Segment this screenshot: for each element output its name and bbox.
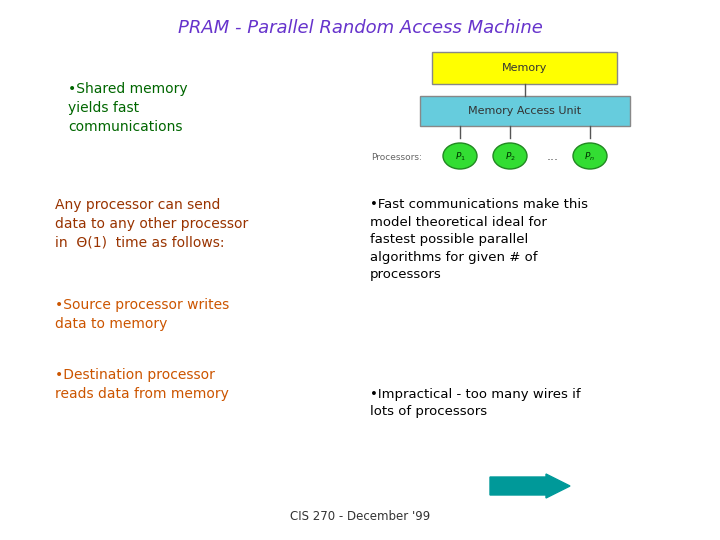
FancyArrow shape bbox=[490, 474, 570, 498]
Text: $P_2$: $P_2$ bbox=[505, 151, 516, 163]
Text: •Fast communications make this
model theoretical ideal for
fastest possible para: •Fast communications make this model the… bbox=[370, 198, 588, 281]
Text: •Shared memory
yields fast
communications: •Shared memory yields fast communication… bbox=[68, 82, 188, 134]
Text: $P_n$: $P_n$ bbox=[585, 151, 595, 163]
Ellipse shape bbox=[573, 143, 607, 169]
Text: CIS 270 - December '99: CIS 270 - December '99 bbox=[290, 510, 430, 523]
Ellipse shape bbox=[443, 143, 477, 169]
FancyBboxPatch shape bbox=[420, 96, 630, 126]
Text: Processors:: Processors: bbox=[371, 153, 422, 163]
Text: •Impractical - too many wires if
lots of processors: •Impractical - too many wires if lots of… bbox=[370, 388, 580, 418]
Text: •Source processor writes
data to memory: •Source processor writes data to memory bbox=[55, 298, 229, 331]
Text: $P_1$: $P_1$ bbox=[454, 151, 465, 163]
Text: ...: ... bbox=[547, 151, 559, 164]
Ellipse shape bbox=[493, 143, 527, 169]
Text: •Destination processor
reads data from memory: •Destination processor reads data from m… bbox=[55, 368, 229, 401]
Text: Memory Access Unit: Memory Access Unit bbox=[469, 106, 582, 116]
FancyBboxPatch shape bbox=[432, 52, 617, 84]
Text: Memory: Memory bbox=[502, 63, 547, 73]
Text: PRAM - Parallel Random Access Machine: PRAM - Parallel Random Access Machine bbox=[178, 19, 542, 37]
Text: Any processor can send
data to any other processor
in  Θ(1)  time as follows:: Any processor can send data to any other… bbox=[55, 198, 248, 250]
